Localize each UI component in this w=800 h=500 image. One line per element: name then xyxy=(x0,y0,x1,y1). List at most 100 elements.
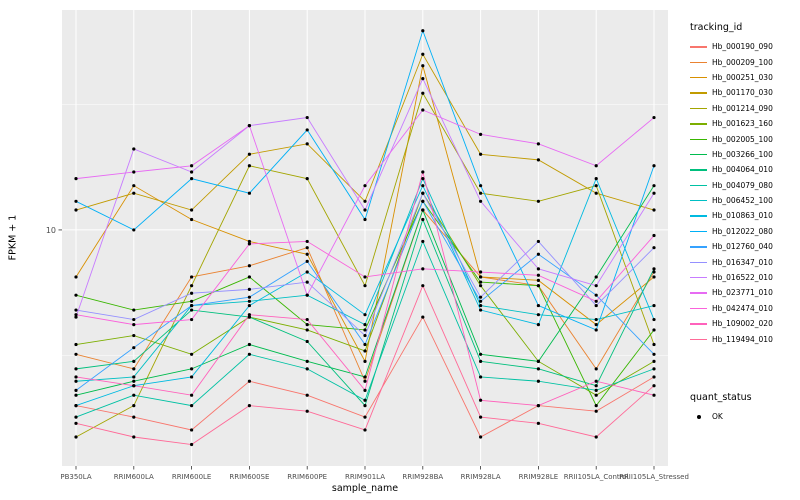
legend-item-Hb_001214_090: Hb_001214_090 xyxy=(690,101,798,116)
data-point xyxy=(652,270,656,274)
legend-item-label: Hb_016347_010 xyxy=(712,257,773,267)
legend-item-Hb_004064_010: Hb_004064_010 xyxy=(690,162,798,177)
data-point xyxy=(74,393,78,397)
data-point xyxy=(74,435,78,439)
data-point xyxy=(536,199,541,203)
data-point xyxy=(247,164,251,168)
data-point xyxy=(594,293,598,297)
data-point xyxy=(132,375,136,379)
data-point xyxy=(421,52,425,56)
legend-key-line-icon xyxy=(690,208,707,223)
data-point xyxy=(132,384,136,388)
data-point xyxy=(190,393,194,397)
legend-key-point-icon xyxy=(690,409,707,424)
legend-item-Hb_000251_030: Hb_000251_030 xyxy=(690,70,798,85)
data-point xyxy=(363,217,367,222)
data-point xyxy=(190,375,194,379)
data-point xyxy=(305,328,309,332)
legend-quant-status: quant_status OK xyxy=(690,392,798,424)
data-point xyxy=(536,379,541,383)
data-point xyxy=(536,303,541,308)
legend-quant-status-title: quant_status xyxy=(690,392,752,403)
data-point xyxy=(190,291,194,295)
legend-key-line-icon xyxy=(690,55,707,70)
data-point xyxy=(190,177,194,181)
data-point xyxy=(74,367,78,371)
data-point xyxy=(190,442,194,447)
data-point xyxy=(363,328,367,332)
data-point xyxy=(74,313,78,317)
data-point xyxy=(305,367,309,371)
data-point xyxy=(132,379,136,383)
legend-item-label: Hb_042474_010 xyxy=(712,303,773,313)
data-point xyxy=(421,191,425,195)
data-point xyxy=(536,278,541,282)
data-point xyxy=(305,409,309,413)
data-point xyxy=(594,184,598,188)
legend-tracking-id-items: Hb_000190_090 Hb_000209_100 Hb_000251_030 H… xyxy=(690,39,798,347)
data-point xyxy=(479,352,483,356)
data-point xyxy=(479,152,483,156)
data-point xyxy=(74,379,78,383)
data-point xyxy=(363,313,367,317)
data-point xyxy=(652,115,656,120)
data-point xyxy=(421,177,425,181)
data-point xyxy=(74,415,78,419)
x-tick-label: RRIM600SE xyxy=(229,473,269,481)
data-point xyxy=(652,275,656,279)
data-point xyxy=(190,308,194,312)
data-point xyxy=(421,199,425,203)
data-point xyxy=(363,323,367,327)
legend-key-line-icon xyxy=(690,70,707,85)
legend-item-Hb_004079_080: Hb_004079_080 xyxy=(690,178,798,193)
legend-key-line-icon xyxy=(690,39,707,54)
x-tick-label: RRII105LA_Control xyxy=(564,473,629,481)
data-point xyxy=(132,403,136,408)
data-point xyxy=(305,246,309,250)
data-point xyxy=(132,346,136,350)
data-point xyxy=(536,359,541,363)
data-point xyxy=(421,91,425,95)
data-point xyxy=(652,246,656,250)
data-point xyxy=(363,333,367,338)
legend-item-label: Hb_012760_040 xyxy=(712,242,773,252)
legend-key-line-icon xyxy=(690,239,707,254)
data-point xyxy=(363,359,367,363)
data-point xyxy=(536,142,541,146)
data-point xyxy=(536,403,541,408)
legend-quant-status-items: OK xyxy=(690,409,798,424)
legend-item-label: Hb_003266_100 xyxy=(712,149,773,159)
x-axis-title: sample_name xyxy=(331,483,399,494)
data-point xyxy=(479,415,483,419)
data-point xyxy=(190,299,194,303)
data-point xyxy=(479,132,483,136)
x-tick-label: RRIM928BA xyxy=(402,473,443,481)
data-point xyxy=(652,208,656,212)
data-point xyxy=(652,342,656,347)
data-point xyxy=(652,267,656,271)
legend-item-label: Hb_001170_030 xyxy=(712,88,773,98)
legend-item-Hb_006452_100: Hb_006452_100 xyxy=(690,193,798,208)
data-point xyxy=(305,252,309,256)
legend-item-label: Hb_119494_010 xyxy=(712,334,773,344)
data-point xyxy=(594,379,598,383)
legend-key-line-icon xyxy=(690,162,707,177)
y-axis-title: FPKM + 1 xyxy=(7,214,19,261)
data-point xyxy=(479,270,483,274)
data-point xyxy=(652,328,656,332)
x-tick-label: RRIM600LA xyxy=(114,473,154,481)
data-point xyxy=(363,275,367,279)
data-point xyxy=(421,284,425,288)
data-point xyxy=(363,428,367,432)
legend-item-Hb_002005_100: Hb_002005_100 xyxy=(690,131,798,146)
data-point xyxy=(479,435,483,439)
data-point xyxy=(247,275,251,279)
x-tick-label: RRIM600PE xyxy=(287,473,327,481)
data-point xyxy=(536,158,541,162)
data-point xyxy=(363,388,367,392)
data-point xyxy=(247,379,251,383)
data-point xyxy=(305,339,309,344)
data-point xyxy=(247,299,251,303)
legend-item-Hb_003266_100: Hb_003266_100 xyxy=(690,147,798,162)
data-point xyxy=(652,233,656,238)
